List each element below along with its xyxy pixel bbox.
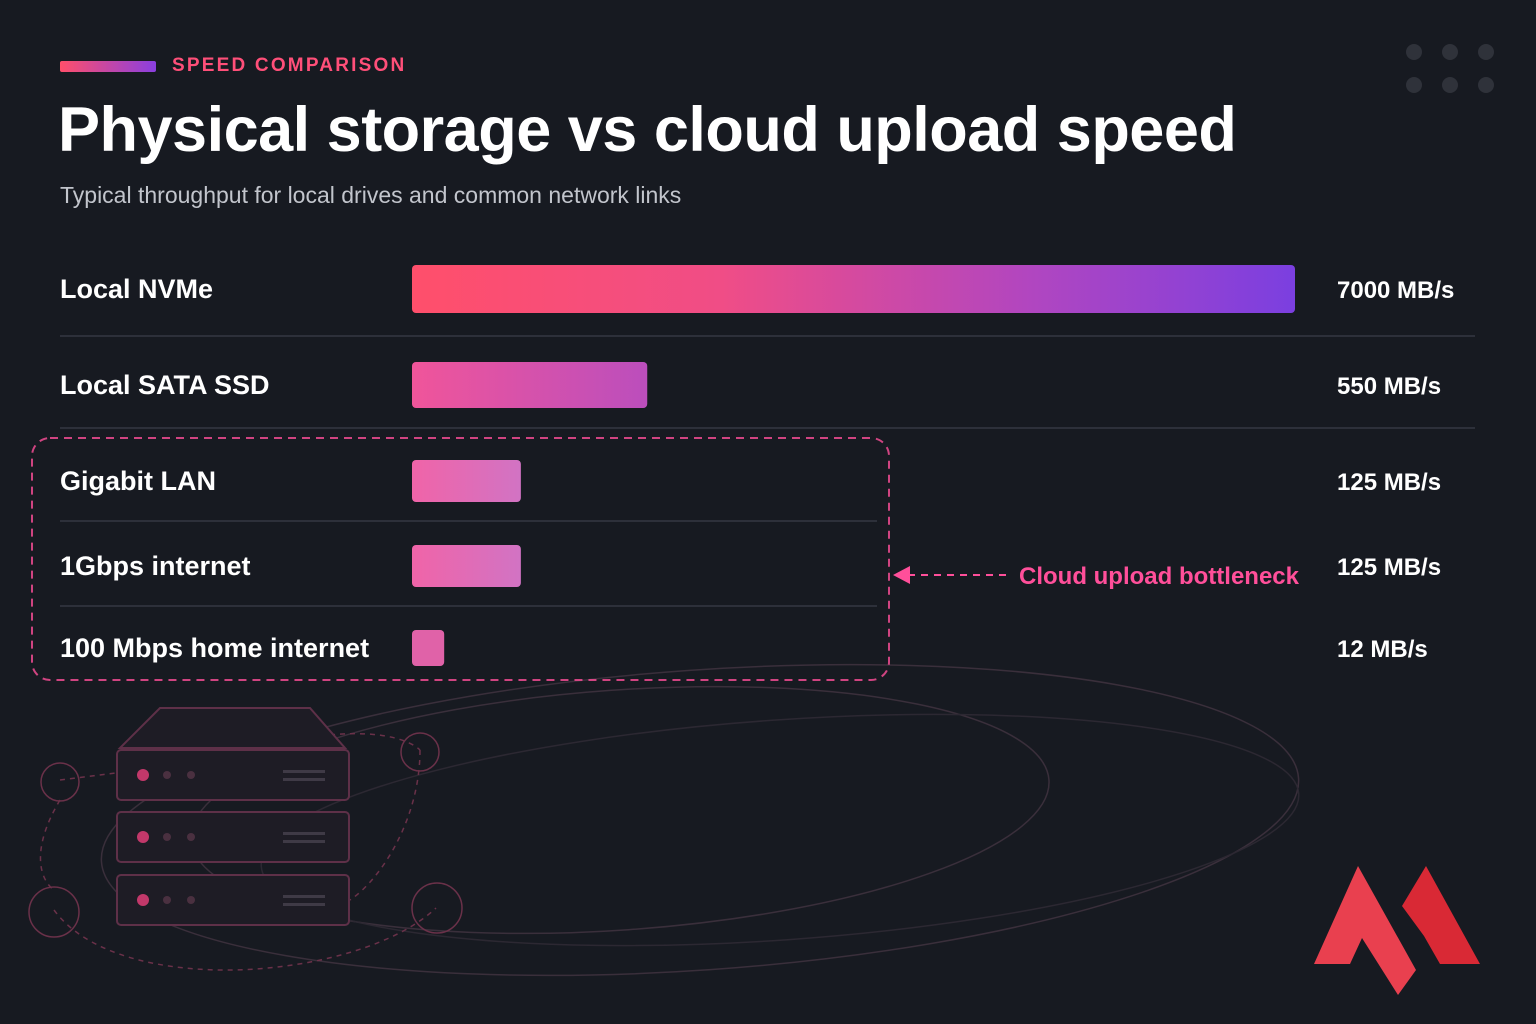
- bar-local-nvme: [412, 265, 1295, 313]
- category-label: Local SATA SSD: [60, 370, 270, 400]
- value-label: 7000 MB/s: [1337, 277, 1454, 304]
- category-label: 100 Mbps home internet: [60, 633, 369, 663]
- value-label: 12 MB/s: [1337, 636, 1428, 663]
- value-label: 125 MB/s: [1337, 554, 1441, 581]
- eyebrow-label: SPEED COMPARISON: [172, 55, 407, 76]
- annotation-label: Cloud upload bottleneck: [1019, 563, 1300, 590]
- bottleneck-highlight-box: [31, 437, 890, 681]
- red-m-logo: [1314, 866, 1480, 995]
- server-rack-icon: [116, 707, 350, 926]
- category-label: Gigabit LAN: [60, 466, 216, 496]
- value-label: 550 MB/s: [1337, 373, 1441, 400]
- arrow-left-icon: [893, 566, 910, 584]
- page-subtitle: Typical throughput for local drives and …: [60, 182, 682, 208]
- bar-local-sata-ssd: [412, 362, 648, 408]
- category-label: Local NVMe: [60, 274, 213, 304]
- dots-grid-icon: [1400, 38, 1510, 98]
- page-title: Physical storage vs cloud upload speed: [58, 95, 1237, 165]
- eyebrow: SPEED COMPARISON: [60, 55, 406, 77]
- category-label: 1Gbps internet: [60, 551, 251, 581]
- bar-gigabit-lan: [412, 460, 521, 502]
- value-label: 125 MB/s: [1337, 469, 1441, 496]
- eyebrow-accent-bar: [60, 60, 156, 72]
- bar-1gbps-internet: [412, 545, 521, 587]
- bar-100-mbps-home-internet: [412, 630, 445, 666]
